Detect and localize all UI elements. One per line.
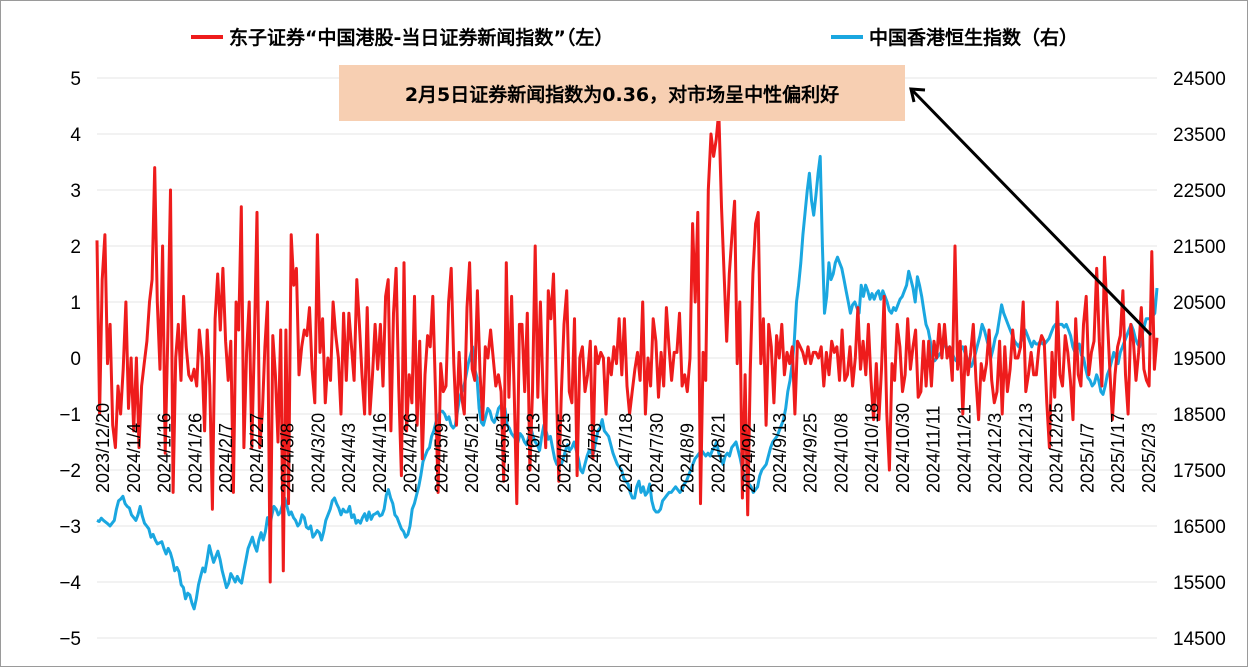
x-axis-tick-label: 2023/12/20: [93, 403, 113, 493]
x-axis-tick-label: 2024/12/13: [1016, 403, 1036, 493]
left-axis-tick-label: 0: [70, 349, 81, 370]
right-axis-tick-label: 19500: [1173, 349, 1226, 370]
right-axis-tick-label: 20500: [1173, 293, 1226, 314]
left-axis-tick-label: −1: [59, 405, 81, 426]
x-axis-tick-label: 2024/6/13: [524, 413, 544, 493]
x-axis-tick-label: 2024/7/18: [616, 413, 636, 493]
x-axis-tick-label: 2024/8/21: [708, 413, 728, 493]
x-axis-tick-label: 2024/5/9: [431, 423, 451, 493]
x-axis-tick-label: 2024/5/21: [462, 413, 482, 493]
x-axis-tick-label: 2024/11/21: [954, 404, 974, 493]
x-axis-tick-label: 2024/2/7: [216, 423, 236, 493]
x-axis-tick-label: 2024/9/2: [739, 423, 759, 493]
x-axis-tick-label: 2024/12/3: [985, 413, 1005, 493]
right-axis-tick-label: 24500: [1173, 69, 1226, 90]
right-axis-tick-label: 15500: [1173, 573, 1226, 594]
x-axis-tick-label: 2024/8/9: [678, 423, 698, 493]
right-axis-tick-label: 18500: [1173, 405, 1226, 426]
right-axis: 24500 23500 22500 21500 20500 19500 18500 17500…: [1173, 69, 1226, 650]
legend-label-left-series: 东子证券“中国港股-当日证券新闻指数”（左）: [229, 26, 613, 49]
x-axis-tick-label: 2025/1/17: [1108, 413, 1128, 493]
left-axis-tick-label: 3: [70, 181, 81, 202]
x-axis-tick-label: 2025/1/7: [1078, 423, 1098, 493]
left-axis-tick-label: 2: [70, 237, 81, 258]
right-axis-tick-label: 21500: [1173, 237, 1226, 258]
x-axis-tick-label: 2024/10/30: [893, 403, 913, 493]
left-axis-tick-label: 1: [70, 293, 81, 314]
plot-area: [95, 110, 1159, 611]
x-axis-tick-label: 2024/10/8: [831, 413, 851, 493]
news-index-line: [95, 110, 1159, 584]
left-axis-tick-label: −5: [59, 629, 81, 650]
x-axis-tick-label: 2024/6/25: [555, 413, 575, 493]
left-axis-tick-label: 5: [70, 69, 81, 90]
left-axis-tick-label: −2: [59, 461, 81, 482]
x-axis-tick-label: 2024/1/16: [155, 413, 175, 493]
x-axis-tick-label: 2024/4/3: [339, 423, 359, 493]
left-axis-tick-label: −4: [59, 573, 81, 594]
x-axis-tick-label: 2024/3/20: [308, 413, 328, 493]
legend: 东子证券“中国港股-当日证券新闻指数”（左） 中国香港恒生指数（右）: [191, 26, 1078, 49]
left-axis-tick-label: 4: [70, 125, 81, 146]
x-axis-tick-label: 2024/7/8: [585, 423, 605, 493]
x-axis-tick-label: 2024/12/25: [1047, 403, 1067, 493]
x-axis-tick-label: 2024/5/31: [493, 413, 513, 493]
right-axis-tick-label: 14500: [1173, 629, 1226, 650]
x-axis-tick-label: 2024/3/8: [278, 423, 298, 493]
x-axis-tick-label: 2024/9/25: [801, 413, 821, 493]
annotation: 2月5日证券新闻指数为0.36，对市场呈中性偏利好: [339, 65, 1153, 337]
legend-label-right-series: 中国香港恒生指数（右）: [869, 26, 1078, 49]
annotation-arrow: [911, 89, 1153, 337]
right-axis-tick-label: 16500: [1173, 517, 1226, 538]
x-axis-tick-label: 2024/7/30: [647, 413, 667, 493]
x-axis-tick-label: 2024/4/16: [370, 413, 390, 493]
annotation-box: [339, 65, 905, 121]
x-axis-tick-label: 2024/2/27: [247, 413, 267, 493]
right-axis-tick-label: 23500: [1173, 125, 1226, 146]
left-axis: 5 4 3 2 1 0 −1 −2 −3 −4 −5: [59, 69, 81, 650]
x-axis: 2023/12/20 2024/1/4 2024/1/16 2024/1/26 2024…: [93, 403, 1159, 493]
x-axis-tick-label: 2024/9/13: [770, 413, 790, 493]
x-axis-tick-label: 2024/4/26: [401, 413, 421, 493]
hang-seng-line: [96, 154, 1159, 611]
annotation-arrowhead: [909, 87, 926, 103]
x-axis-tick-label: 2024/1/4: [124, 423, 144, 493]
left-axis-tick-label: −3: [59, 517, 81, 538]
x-axis-tick-label: 2024/10/18: [862, 403, 882, 493]
annotation-text: 2月5日证券新闻指数为0.36，对市场呈中性偏利好: [405, 83, 839, 106]
right-axis-tick-label: 17500: [1173, 461, 1226, 482]
x-axis-tick-label: 2025/2/3: [1139, 423, 1159, 493]
right-axis-tick-label: 22500: [1173, 181, 1226, 202]
x-axis-tick-label: 2024/11/11: [924, 406, 944, 493]
x-axis-tick-label: 2024/1/26: [185, 413, 205, 493]
